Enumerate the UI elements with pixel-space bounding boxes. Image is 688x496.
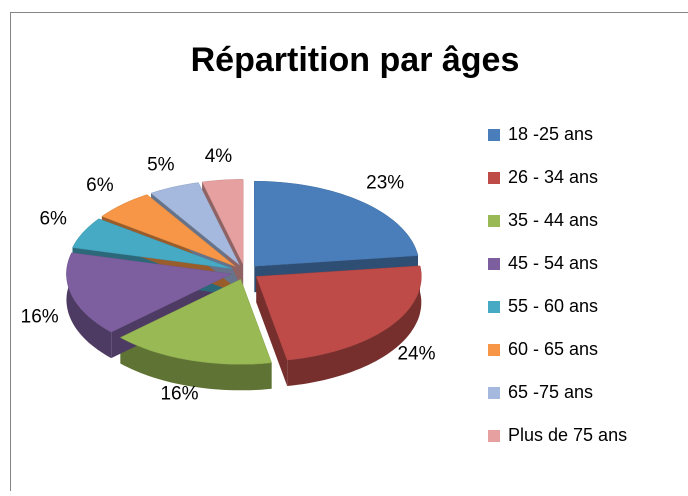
legend-label: 35 - 44 ans (508, 210, 598, 230)
legend-label: 55 - 60 ans (508, 296, 598, 316)
data-label: 6% (86, 175, 114, 196)
legend-swatch (488, 387, 500, 399)
legend-label: Plus de 75 ans (508, 425, 627, 445)
legend-swatch (488, 344, 500, 356)
legend-label: 60 - 65 ans (508, 339, 598, 359)
data-label: 4% (205, 146, 233, 167)
legend-label: 65 -75 ans (508, 382, 593, 402)
chart-title: Répartition par âges (191, 41, 520, 79)
legend-label: 26 - 34 ans (508, 167, 598, 187)
data-label: 16% (160, 384, 198, 405)
legend-label: 45 - 54 ans (508, 253, 598, 273)
data-label: 23% (366, 173, 404, 194)
data-label: 24% (397, 344, 435, 365)
legend-swatch (488, 258, 500, 270)
data-label: 5% (147, 154, 175, 175)
legend-swatch (488, 129, 500, 141)
legend-swatch (488, 301, 500, 313)
legend-swatch (488, 430, 500, 442)
legend-label: 18 -25 ans (508, 124, 593, 144)
legend-swatch (488, 215, 500, 227)
data-label: 16% (21, 306, 59, 327)
legend-swatch (488, 172, 500, 184)
data-label: 6% (39, 208, 67, 229)
